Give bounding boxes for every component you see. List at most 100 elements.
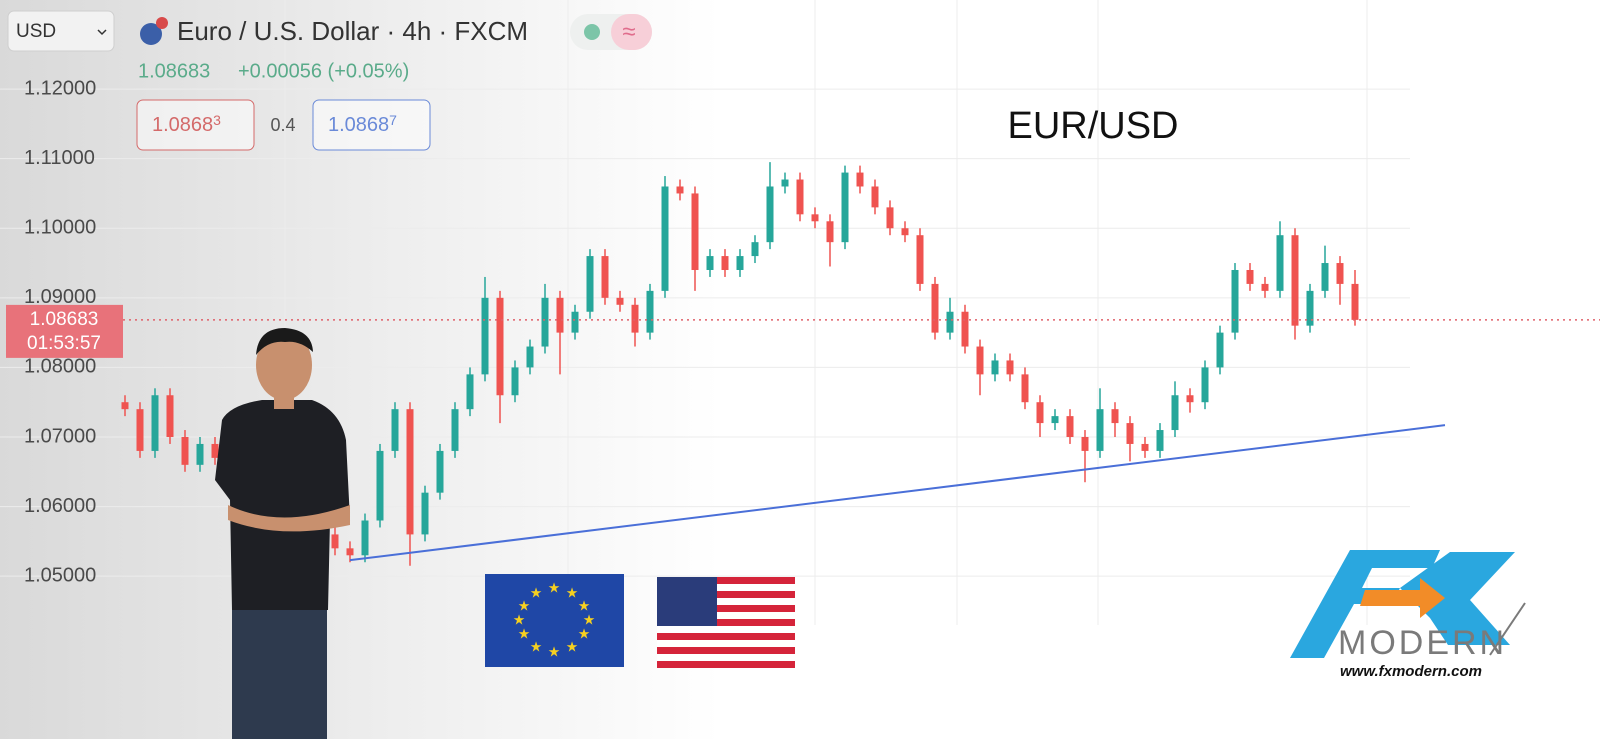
candle-body	[346, 548, 354, 556]
bid-pip: 3	[213, 112, 221, 128]
svg-text:★: ★	[513, 612, 526, 628]
candle-body	[1186, 395, 1194, 403]
candle-body	[136, 409, 144, 451]
candle-body	[1096, 409, 1104, 451]
candle-body	[556, 297, 564, 333]
candle-body	[121, 402, 129, 410]
bid-price: 1.08683	[152, 112, 221, 137]
candle-body	[1156, 430, 1164, 451]
candle-body	[646, 290, 654, 333]
candle-body	[211, 443, 219, 458]
svg-text:★: ★	[578, 598, 591, 614]
candle-body	[961, 311, 969, 347]
svg-text:★: ★	[548, 580, 561, 596]
y-tick-label: 1.09000	[24, 286, 96, 308]
candle-body	[166, 395, 174, 437]
candle-body	[331, 534, 339, 549]
symbol-title: Euro / U.S. Dollar · 4h · FXCM	[177, 16, 528, 46]
svg-text:★: ★	[518, 598, 531, 614]
candle-body	[676, 186, 684, 194]
candle-body	[196, 443, 204, 465]
price-change: +0.00056 (+0.05%)	[238, 60, 409, 82]
candle-body	[886, 207, 894, 229]
candle-body	[706, 256, 714, 270]
countdown-label: 01:53:57	[27, 333, 101, 354]
candle-body	[976, 346, 984, 375]
ask-pip: 7	[389, 112, 397, 128]
currency-select-label: USD	[16, 21, 56, 42]
candle-body	[601, 256, 609, 298]
symbol-icon	[140, 23, 162, 45]
candle-body	[1261, 283, 1269, 291]
candle-body	[856, 172, 864, 187]
candle-body	[1351, 283, 1359, 320]
svg-text:★: ★	[518, 626, 531, 642]
candle-body	[586, 256, 594, 312]
candle-body	[871, 186, 879, 208]
candle-body	[1036, 402, 1044, 424]
candle-body	[421, 492, 429, 535]
candle-body	[826, 221, 834, 243]
candle-body	[916, 235, 924, 284]
candle-body	[406, 409, 414, 535]
candle-body	[721, 256, 729, 270]
candle-body	[571, 311, 579, 333]
eu-flag: ★ ★★★★★ ★★★★★★	[485, 574, 624, 667]
candle-body	[931, 283, 939, 333]
candle-body	[901, 228, 909, 236]
brand-url: www.fxmodern.com	[1340, 663, 1482, 680]
candle-body	[361, 520, 369, 556]
svg-text:★: ★	[578, 626, 591, 642]
bid-main: 1.0868	[152, 114, 213, 136]
candle-body	[1321, 263, 1329, 291]
bid-box[interactable]	[136, 99, 255, 151]
candle-body	[1336, 263, 1344, 284]
candle-body	[496, 297, 504, 396]
candle-body	[1291, 235, 1299, 326]
svg-text:★: ★	[583, 612, 596, 628]
candle-body	[1066, 416, 1074, 437]
candle-body	[1201, 367, 1209, 403]
candle-body	[766, 186, 774, 243]
candle-body	[511, 367, 519, 396]
candle-body	[1276, 235, 1284, 291]
candle-body	[151, 395, 159, 451]
svg-text:★: ★	[530, 639, 543, 655]
candle-body	[946, 311, 954, 333]
candle-body	[1306, 290, 1314, 326]
candle-body	[631, 304, 639, 333]
status-icon: ≈	[622, 18, 635, 45]
candle-body	[616, 297, 624, 305]
candle-body	[376, 450, 384, 521]
last-price: 1.08683	[138, 60, 210, 82]
us-flag	[657, 577, 795, 668]
candle-body	[781, 179, 789, 187]
trendline	[349, 424, 1446, 562]
ask-box[interactable]	[312, 99, 431, 151]
candle-body	[1006, 360, 1014, 375]
ask-main: 1.0868	[328, 114, 389, 136]
currency-select[interactable]	[7, 10, 115, 52]
candle-body	[391, 409, 399, 451]
candle-body	[481, 297, 489, 375]
spread: 0.4	[270, 115, 295, 135]
presenter-photo	[215, 328, 350, 739]
status-pill-right	[611, 14, 652, 50]
candle-body	[736, 256, 744, 270]
y-tick-label: 1.11000	[24, 147, 95, 169]
vertical-grid	[284, 0, 1368, 625]
candle-body	[1231, 269, 1239, 333]
svg-text:★: ★	[530, 585, 543, 601]
candle-body	[436, 450, 444, 493]
brand-logo: MODERN www.fxmodern.com	[1290, 550, 1526, 680]
current-price-label: 1.08683	[30, 309, 99, 330]
brand-name: MODERN	[1338, 624, 1507, 662]
candle-body	[991, 360, 999, 375]
candle-body	[1111, 409, 1119, 424]
y-tick-label: 1.10000	[24, 217, 96, 239]
candle-body	[466, 374, 474, 410]
select-arrow	[97, 29, 107, 36]
candle-body	[1246, 269, 1254, 284]
